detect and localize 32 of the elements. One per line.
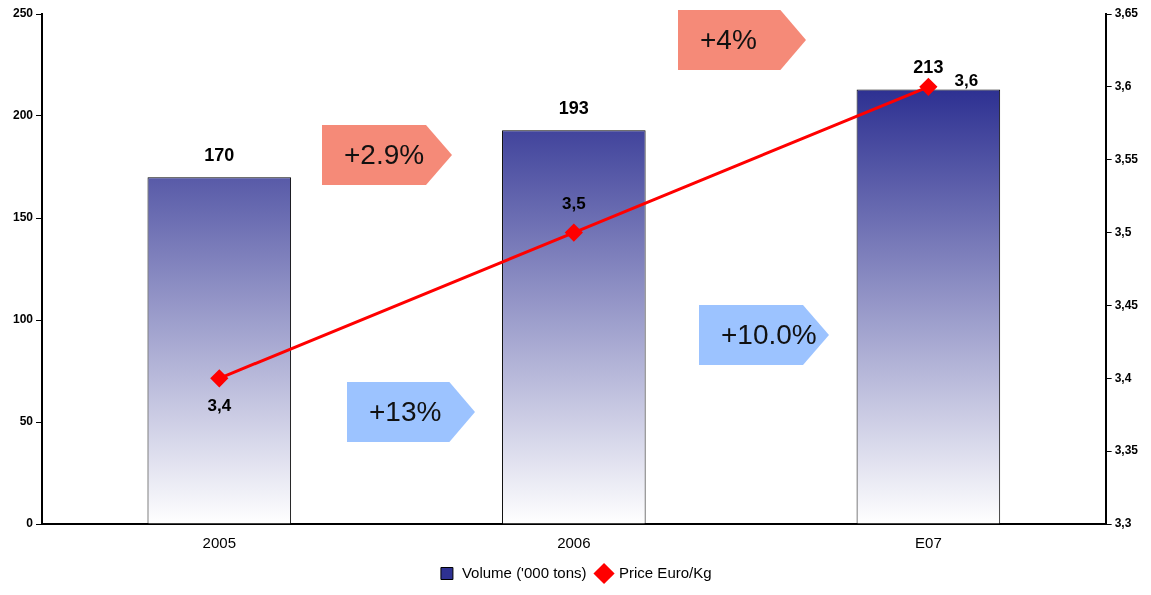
y2-tick-label: 3,3	[1114, 516, 1132, 531]
y-tick-label: 250	[12, 6, 34, 21]
y-tick-label: 200	[12, 108, 34, 123]
data-label: 213	[913, 57, 944, 78]
y-tick-label: 50	[19, 414, 34, 429]
y2-tick-label: 3,6	[1114, 79, 1132, 94]
x-tick-label: E07	[915, 534, 942, 552]
y2-tick-label: 3,4	[1114, 370, 1132, 385]
y2-tick-label: 3,55	[1114, 152, 1139, 167]
x-tick-label: 2006	[557, 534, 591, 552]
data-label: 3,5	[562, 194, 586, 214]
annotation: +13%	[347, 382, 475, 442]
legend-label: Volume ('000 tons)	[461, 563, 587, 581]
y2-tick-label: 3,35	[1114, 443, 1139, 458]
y-tick-label: 100	[12, 312, 34, 327]
annotation: +10.0%	[699, 305, 829, 365]
point	[565, 224, 583, 242]
legend-label: Price Euro/Kg	[619, 563, 712, 581]
data-label: 170	[204, 145, 235, 166]
y2-tick-label: 3,5	[1114, 224, 1132, 239]
data-label: 193	[558, 98, 589, 119]
y2-tick-label: 3,65	[1114, 6, 1139, 21]
annotation: +2.9%	[322, 125, 452, 185]
y-tick-label: 150	[12, 210, 34, 225]
point	[210, 369, 228, 387]
y-tick-label: 0	[26, 516, 34, 531]
annotation: +4%	[678, 10, 806, 70]
data-label: 3,6	[954, 70, 979, 90]
x-tick-label: 2005	[202, 534, 236, 552]
data-label: 3,4	[207, 395, 232, 415]
y2-tick-label: 3,45	[1114, 297, 1139, 312]
point	[919, 78, 937, 96]
